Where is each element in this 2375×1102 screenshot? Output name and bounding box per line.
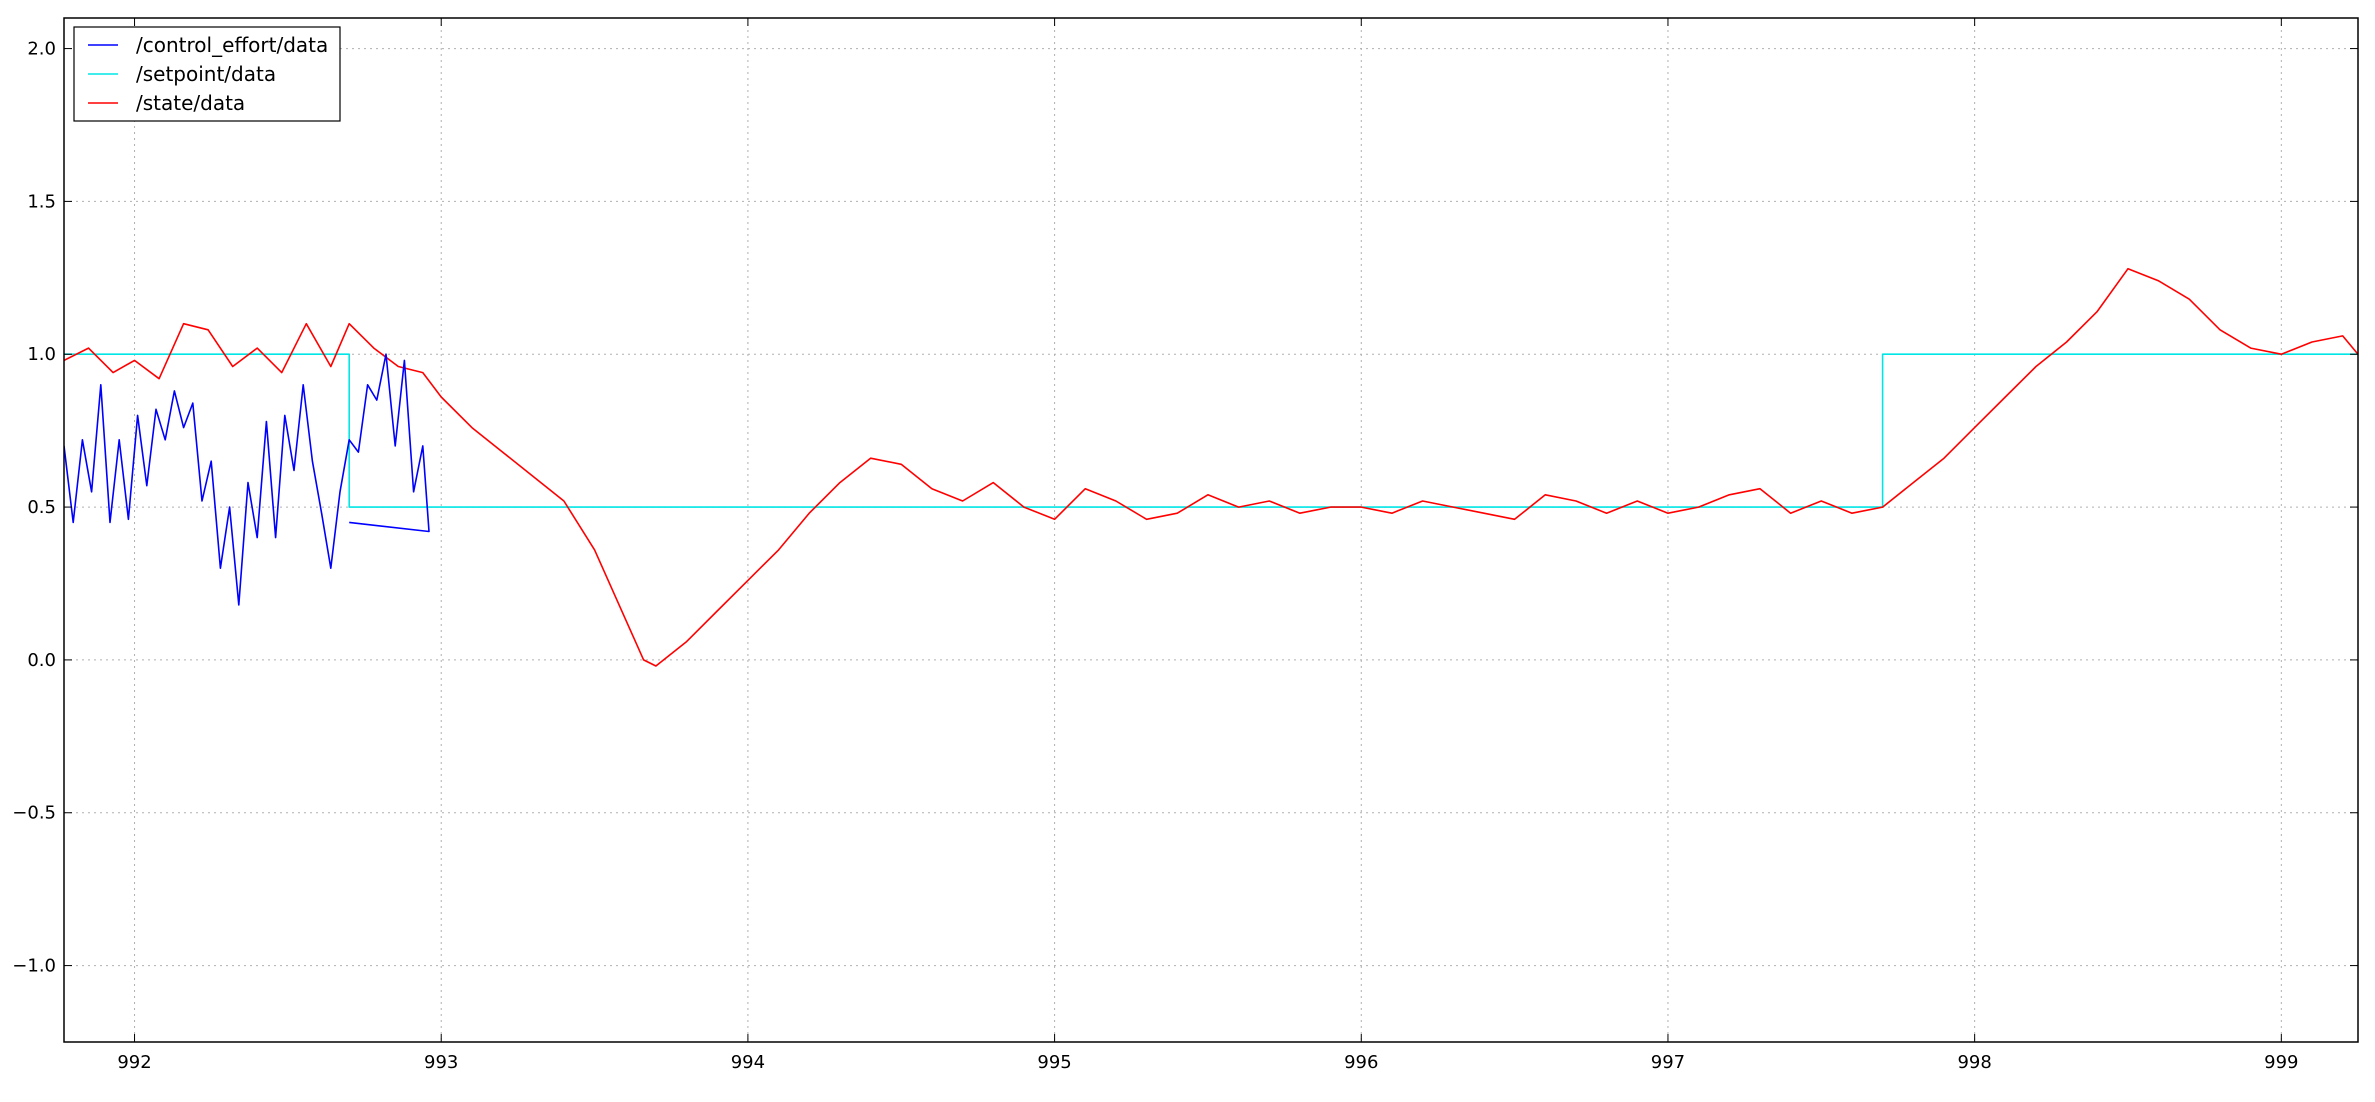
legend: /control_effort/data/setpoint/data/state… [73,26,341,122]
axes-frame [63,17,2359,1043]
x-tick-label: 992 [117,1052,151,1073]
y-tick-label: 1.5 [27,191,56,212]
x-tick-label: 993 [424,1052,458,1073]
x-tick-label: 999 [2264,1052,2298,1073]
y-tick-label: 0.0 [27,650,56,671]
x-tick-label: 994 [731,1052,765,1073]
x-tick-label: 998 [1957,1052,1991,1073]
y-tick-label: −1.0 [12,956,56,977]
legend-label-state-data: /state/data [136,91,245,115]
axis-ticks: 992 993 994 995 996 997 998 999 −1.0 −0.5 0.0 0.5 1.… [12,18,2358,1073]
series-line-state-data [64,267,2358,667]
y-tick-label: −0.5 [12,803,56,824]
legend-box [73,26,341,122]
y-tick-label: 2.0 [27,39,56,60]
legend-label-control-effort-data: /control_effort/data [136,33,328,57]
series-layer [64,267,2358,667]
x-tick-label: 997 [1651,1052,1685,1073]
legend-label-setpoint-data: /setpoint/data [136,62,276,86]
series-line-control-effort-data [64,353,430,606]
x-tick-label: 995 [1037,1052,1071,1073]
x-tick-label: 996 [1344,1052,1378,1073]
y-tick-label: 0.5 [27,497,56,518]
y-tick-label: 1.0 [27,344,56,365]
series-line-setpoint-data [64,353,2358,508]
